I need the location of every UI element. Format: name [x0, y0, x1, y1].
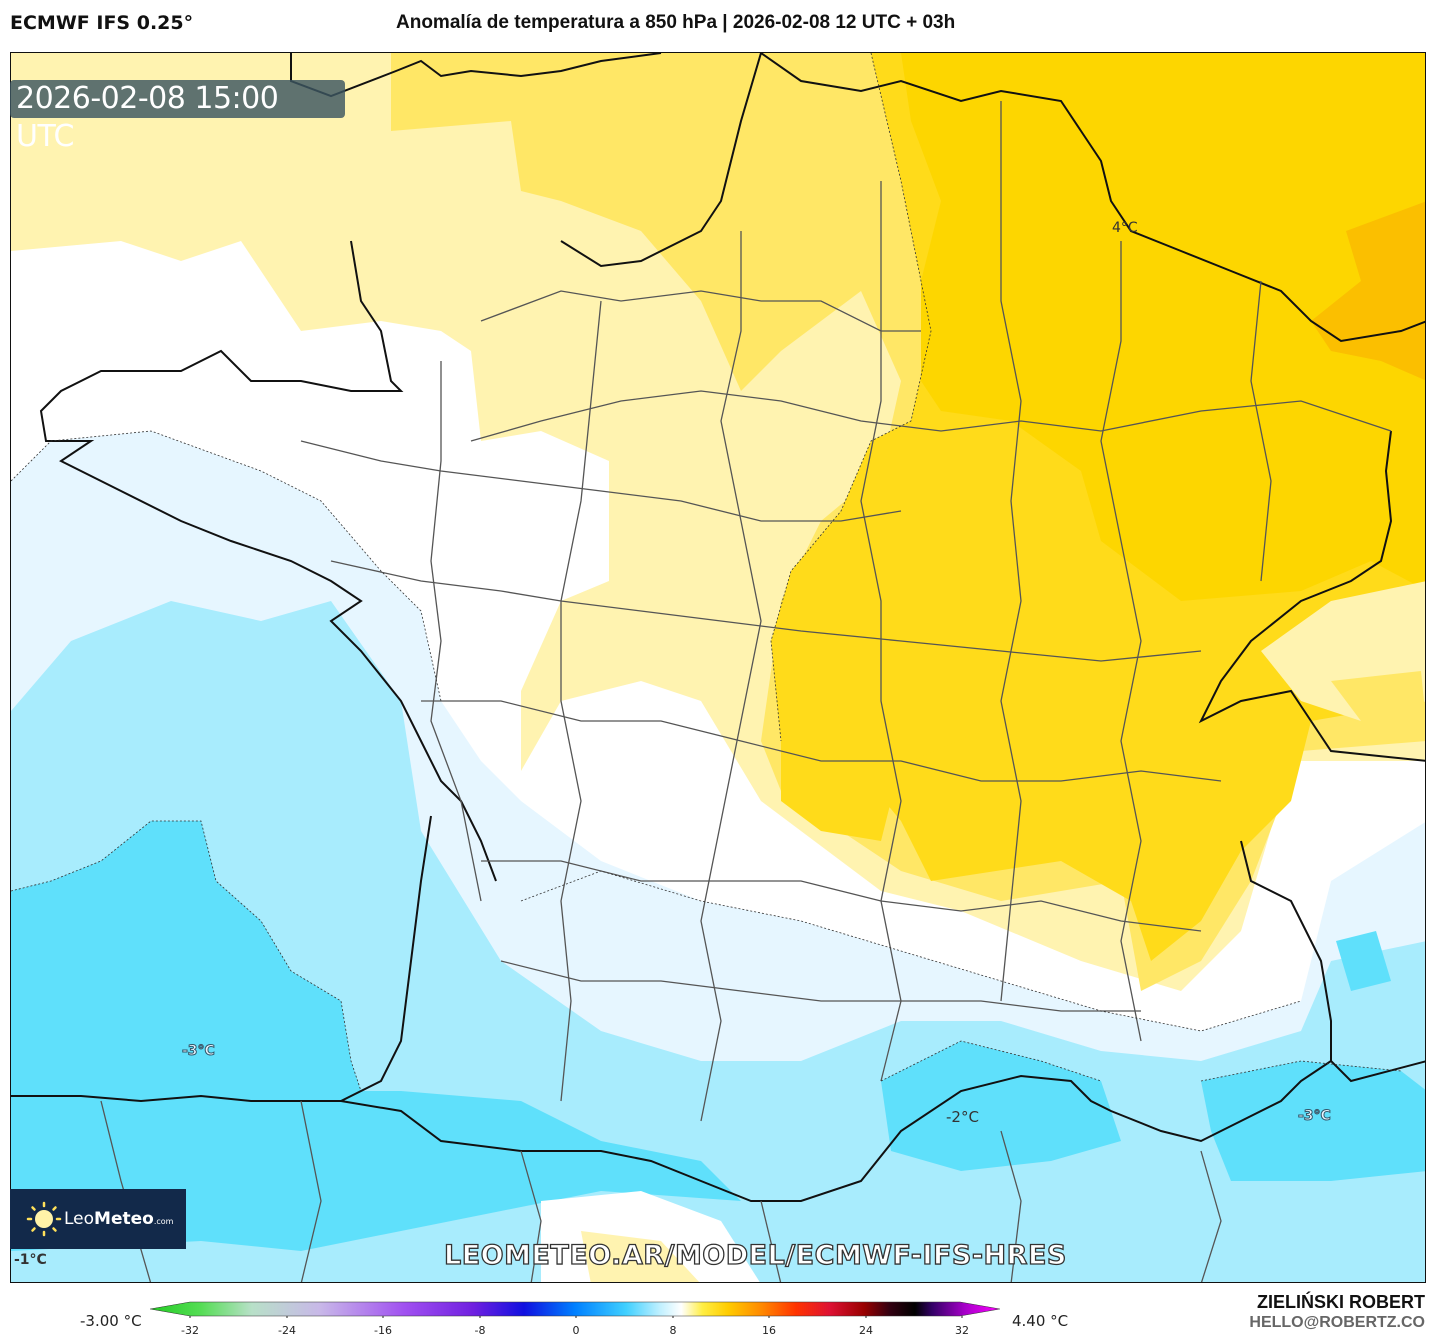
contour-label: -2°C [946, 1108, 979, 1126]
colorbar-min-label: -3.00 °C [80, 1312, 142, 1330]
colorbar-tick: 0 [572, 1324, 580, 1337]
anomaly-map[interactable] [10, 52, 1426, 1283]
sun-icon [26, 1201, 62, 1237]
colorbar-tick: -32 [181, 1324, 199, 1337]
logo-text: LeoMeteo.com [64, 1209, 174, 1229]
author-name: ZIELIŃSKI ROBERT [1256, 1292, 1425, 1312]
map-canvas [11, 53, 1425, 1282]
colorbar [150, 1301, 1000, 1318]
contour-label: -3°C [1298, 1108, 1332, 1125]
colorbar-max-label: 4.40 °C [1012, 1312, 1069, 1330]
chart-title: Anomalía de temperatura a 850 hPa | 2026… [396, 12, 956, 33]
colorbar-tick: -8 [474, 1324, 486, 1337]
model-name: ECMWF IFS 0.25° [10, 12, 194, 34]
colorbar-tick: 16 [762, 1324, 776, 1337]
author-email[interactable]: HELLO@ROBERTZ.CO [1249, 1314, 1425, 1331]
colorbar-tick: -24 [278, 1324, 296, 1337]
contour-label: -3°C [182, 1043, 216, 1060]
valid-time-badge: 2026-02-08 15:00 UTC [10, 80, 345, 154]
colorbar-tick: -16 [374, 1324, 392, 1337]
contour-label: -1°C [14, 1252, 47, 1268]
contour-label: 4°C [1112, 220, 1138, 236]
colorbar-tick: 24 [859, 1324, 873, 1337]
leometeo-logo[interactable]: LeoMeteo.com [10, 1189, 186, 1249]
source-watermark: LEOMETEO.AR/MODEL/ECMWF-IFS-HRES [443, 1239, 1067, 1271]
colorbar-tick: 8 [669, 1324, 677, 1337]
colorbar-tick: 32 [955, 1324, 969, 1337]
